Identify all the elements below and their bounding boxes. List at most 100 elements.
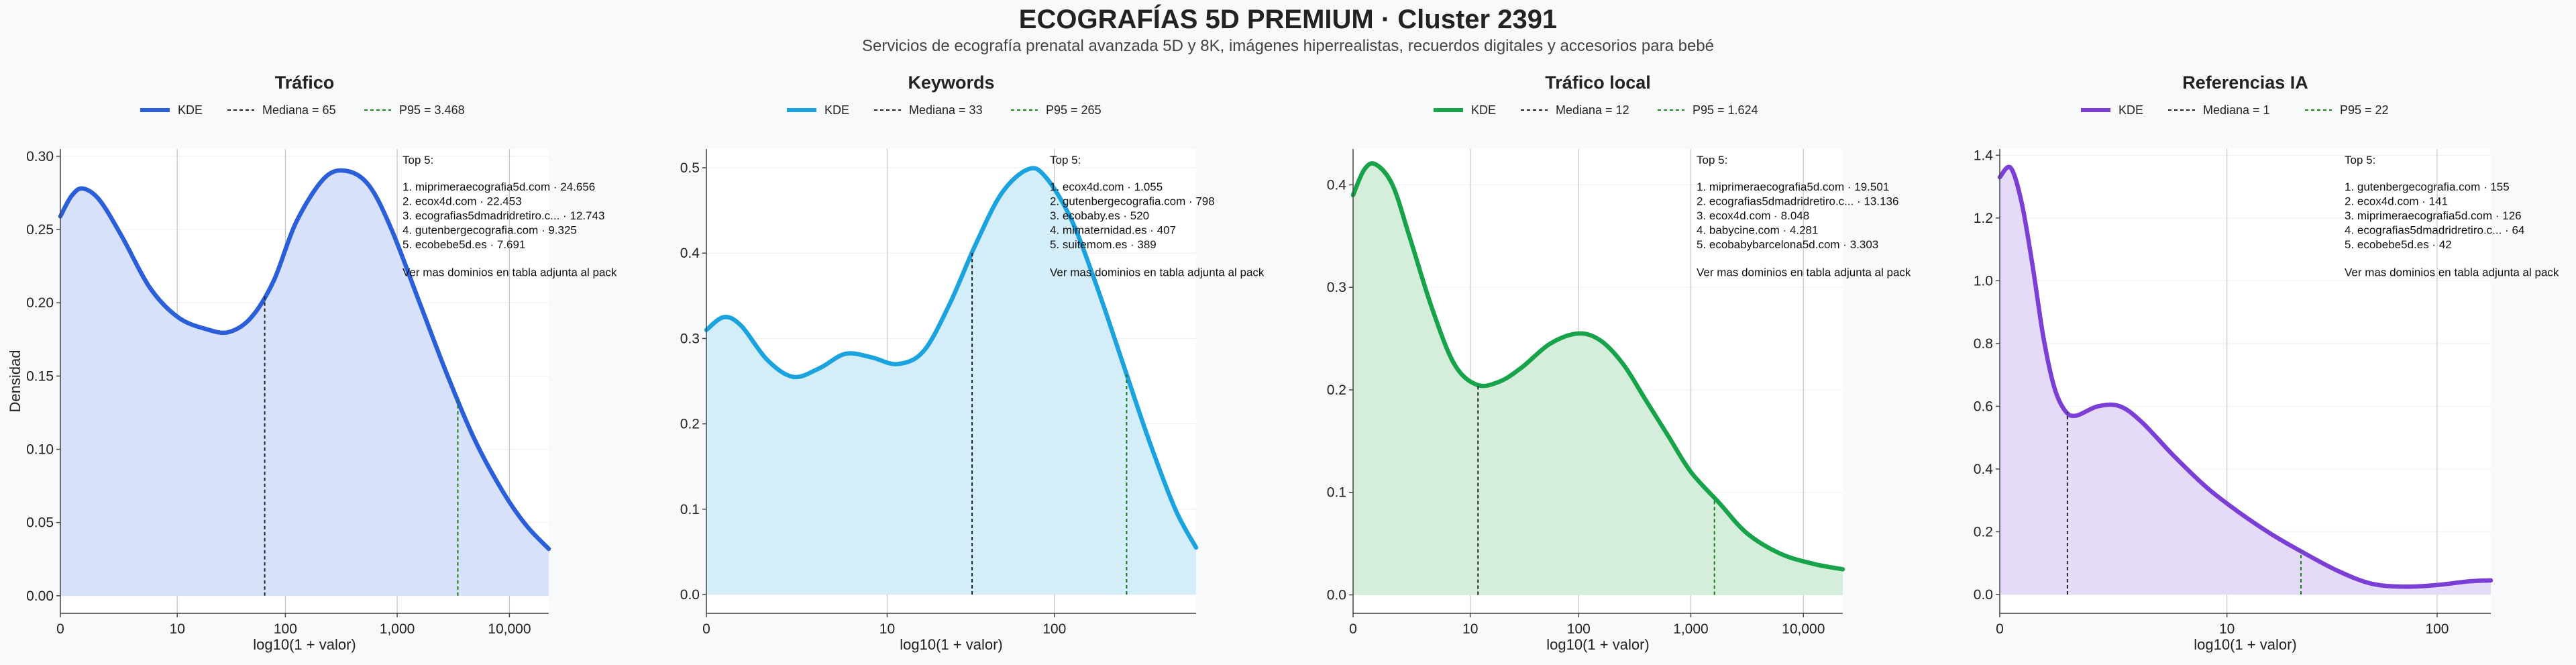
- x-tick-label: 10: [2219, 621, 2235, 637]
- y-tick-label: 0.1: [1327, 485, 1346, 501]
- x-tick-label: 10: [879, 621, 895, 637]
- x-tick-label: 10,000: [488, 621, 531, 637]
- panel-title: Referencias IA: [2182, 72, 2308, 93]
- top5-item: 3. ecobaby.es · 520: [1050, 209, 1149, 222]
- y-tick-label: 0.15: [26, 368, 54, 384]
- top5-note: Ver mas dominios en tabla adjunta al pac…: [1050, 266, 1265, 279]
- top5-item: 5. ecobabybarcelona5d.com · 3.303: [1697, 238, 1878, 251]
- y-tick-label: 0.20: [26, 295, 54, 311]
- top5-note: Ver mas dominios en tabla adjunta al pac…: [1697, 266, 1911, 279]
- top5-item: 2. ecox4d.com · 141: [2345, 195, 2448, 208]
- legend-median-label: Mediana = 12: [1556, 103, 1629, 117]
- legend-kde-label: KDE: [2118, 103, 2143, 117]
- x-tick-label: 0: [1349, 621, 1357, 637]
- legend-kde-label: KDE: [1471, 103, 1496, 117]
- legend-p95-label: P95 = 22: [2340, 103, 2389, 117]
- y-tick-label: 0.1: [680, 502, 700, 517]
- x-axis-label: log10(1 + valor): [2194, 636, 2296, 653]
- y-tick-label: 0.4: [1974, 462, 1994, 477]
- legend-median-label: Mediana = 65: [262, 103, 336, 117]
- top5-heading: Top 5:: [1050, 154, 1081, 166]
- y-tick-label: 0.4: [680, 246, 700, 261]
- legend-p95-label: P95 = 1.624: [1693, 103, 1758, 117]
- legend-median-label: Mediana = 1: [2203, 103, 2270, 117]
- top5-item: 1. ecox4d.com · 1.055: [1050, 181, 1163, 193]
- top5-item: 2. ecografias5dmadridretiro.c... · 13.13…: [1697, 195, 1898, 208]
- y-tick-label: 0.3: [1327, 280, 1346, 295]
- kde-line: [58, 168, 551, 552]
- top5-note: Ver mas dominios en tabla adjunta al pac…: [2345, 266, 2559, 279]
- kde-line: [1350, 161, 1845, 572]
- top5-item: 5. ecobebe5d.es · 7.691: [402, 238, 525, 251]
- top5-item: 1. miprimeraecografia5d.com · 19.501: [1697, 181, 1889, 193]
- y-tick-label: 0.8: [1974, 336, 1993, 352]
- x-axis-label: log10(1 + valor): [253, 636, 356, 653]
- y-tick-label: 1.4: [1974, 148, 1994, 163]
- top5-item: 2. gutenbergecografia.com · 798: [1050, 195, 1215, 208]
- x-tick-label: 0: [1996, 621, 2004, 637]
- top5-heading: Top 5:: [1697, 154, 1727, 166]
- top5-item: 5. ecobebe5d.es · 42: [2345, 238, 2452, 251]
- y-tick-label: 0.30: [26, 149, 54, 164]
- y-tick-label: 0.3: [680, 331, 700, 346]
- top5-item: 3. ecox4d.com · 8.048: [1697, 209, 1809, 222]
- y-axis-label: Densidad: [7, 350, 23, 413]
- x-tick-label: 0: [56, 621, 64, 637]
- top5-note: Ver mas dominios en tabla adjunta al pac…: [402, 266, 617, 279]
- x-tick-label: 1,000: [380, 621, 415, 637]
- top5-item: 1. gutenbergecografia.com · 155: [2345, 181, 2510, 193]
- panel-title: Tráfico: [275, 72, 335, 93]
- kde-area: [706, 168, 1196, 595]
- x-tick-label: 10: [1462, 621, 1478, 637]
- top5-item: 4. babycine.com · 4.281: [1697, 224, 1818, 237]
- y-tick-label: 0.0: [680, 587, 700, 603]
- top5-heading: Top 5:: [2345, 154, 2375, 166]
- chart-panel: Keywords KDE Mediana = 33 P95 = 265 0.0 0.1 0.…: [680, 72, 1265, 653]
- panel-title: Tráfico local: [1545, 72, 1651, 93]
- top5-item: 4. gutenbergecografia.com · 9.325: [402, 224, 577, 237]
- kde-area: [60, 170, 549, 596]
- chart-panel: Referencias IA KDE Mediana = 1 P95 = 22 0.0 0…: [1974, 72, 2559, 653]
- y-tick-label: 0.00: [26, 589, 54, 604]
- x-tick-label: 100: [1567, 621, 1591, 637]
- y-tick-label: 0.0: [1974, 587, 1993, 603]
- x-tick-label: 10: [170, 621, 185, 637]
- kde-area: [1353, 163, 1843, 595]
- kde-area: [2000, 166, 2491, 595]
- panel-title: Keywords: [908, 72, 994, 93]
- top5-item: 4. mimaternidad.es · 407: [1050, 224, 1176, 237]
- y-tick-label: 0.0: [1327, 588, 1346, 603]
- legend-p95-label: P95 = 265: [1046, 103, 1102, 117]
- chart-title: ECOGRAFÍAS 5D PREMIUM · Cluster 2391: [1019, 4, 1557, 34]
- chart-subtitle: Servicios de ecografía prenatal avanzada…: [862, 37, 1714, 55]
- y-tick-label: 1.0: [1974, 273, 1993, 289]
- x-tick-label: 1,000: [1673, 621, 1709, 637]
- x-axis-label: log10(1 + valor): [1546, 636, 1649, 653]
- y-tick-label: 0.10: [26, 442, 54, 458]
- legend-median-label: Mediana = 33: [909, 103, 983, 117]
- x-tick-label: 100: [2425, 621, 2449, 637]
- chart-panel: Tráfico local KDE Mediana = 12 P95 = 1.624 0…: [1327, 72, 1911, 653]
- y-tick-label: 1.2: [1974, 211, 1993, 226]
- y-tick-label: 0.25: [26, 222, 54, 238]
- legend-p95-label: P95 = 3.468: [399, 103, 465, 117]
- x-axis-label: log10(1 + valor): [900, 636, 1002, 653]
- legend-kde-label: KDE: [824, 103, 849, 117]
- y-tick-label: 0.2: [1327, 382, 1346, 398]
- legend-kde-label: KDE: [178, 103, 203, 117]
- y-tick-label: 0.05: [26, 515, 54, 531]
- top5-item: 3. ecografias5dmadridretiro.c... · 12.74…: [402, 209, 604, 222]
- top5-item: 4. ecografias5dmadridretiro.c... · 64: [2345, 224, 2524, 237]
- kde-line: [704, 166, 1199, 550]
- y-tick-label: 0.4: [1327, 177, 1347, 193]
- top5-item: 5. suitemom.es · 389: [1050, 238, 1157, 251]
- kde-line: [1997, 164, 2493, 589]
- x-tick-label: 0: [702, 621, 710, 637]
- top5-heading: Top 5:: [402, 154, 433, 166]
- top5-item: 3. miprimeraecografia5d.com · 126: [2345, 209, 2522, 222]
- y-tick-label: 0.2: [680, 417, 700, 432]
- x-tick-label: 10,000: [1782, 621, 1825, 637]
